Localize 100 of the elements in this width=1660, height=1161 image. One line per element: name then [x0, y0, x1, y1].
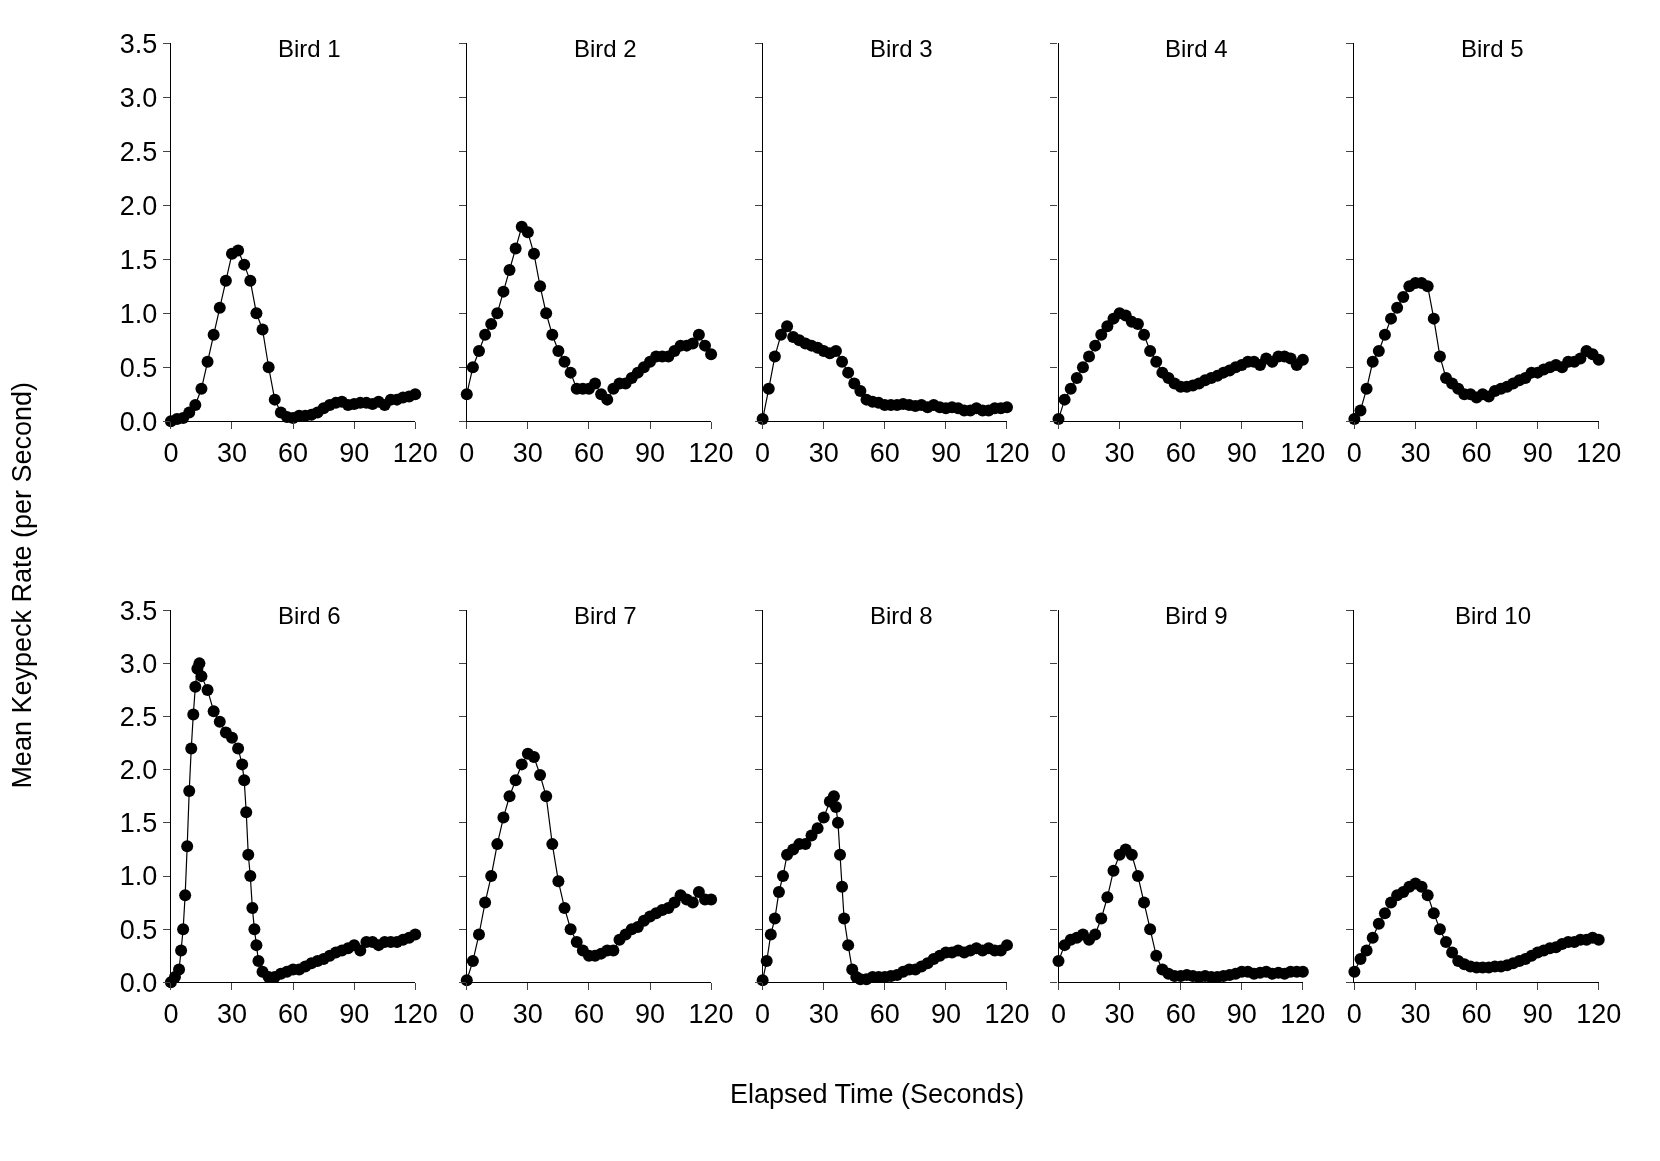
x-tick-label: 30 [808, 998, 839, 1029]
point [534, 280, 547, 293]
point [540, 307, 553, 320]
point [817, 811, 830, 824]
point [1378, 907, 1391, 920]
x-tick-label: 90 [930, 998, 961, 1029]
x-tick-label: 30 [216, 437, 248, 468]
x-tick-label: 120 [392, 998, 438, 1029]
point [1095, 912, 1108, 925]
point [552, 345, 565, 358]
point [1138, 896, 1151, 909]
point [558, 355, 571, 368]
point [1107, 864, 1120, 877]
point [207, 705, 220, 718]
point [1144, 923, 1157, 936]
x-tick-label: 120 [1280, 998, 1326, 1029]
point [686, 337, 699, 350]
chart-title: Bird 7 [574, 602, 637, 629]
point [472, 928, 485, 941]
point [692, 328, 705, 341]
x-tick-label: 0 [163, 437, 179, 468]
point [1372, 345, 1385, 358]
x-tick-label: 30 [1400, 998, 1431, 1029]
point [485, 318, 498, 331]
point [546, 838, 559, 851]
x-tick-label: 60 [573, 437, 604, 468]
point [409, 928, 422, 941]
y-tick-label: 2.5 [119, 701, 158, 732]
point [213, 301, 226, 314]
point [777, 870, 789, 883]
point [836, 880, 849, 893]
point [252, 955, 265, 968]
point [1138, 328, 1151, 341]
point [248, 923, 261, 936]
point [1101, 891, 1114, 904]
point [827, 790, 840, 803]
x-tick-label: 30 [512, 437, 543, 468]
point [570, 935, 583, 948]
x-tick-label: 120 [688, 998, 734, 1029]
point [1083, 350, 1096, 363]
point [1131, 870, 1144, 883]
point [1378, 328, 1391, 341]
x-tick-label: 60 [1461, 998, 1492, 1029]
x-tick-label: 90 [1226, 437, 1257, 468]
y-tick-label: 3.5 [119, 28, 158, 59]
point [183, 784, 196, 797]
x-tick-label: 60 [1165, 437, 1196, 468]
point [409, 388, 422, 401]
point [466, 955, 479, 968]
x-tick-label: 120 [392, 437, 438, 468]
x-tick-label: 90 [1226, 998, 1257, 1029]
point [1427, 907, 1440, 920]
point [1150, 355, 1163, 368]
point [246, 901, 259, 914]
chart-title: Bird 9 [1165, 602, 1228, 629]
x-tick-label: 0 [1050, 437, 1067, 468]
point [692, 885, 705, 898]
point [1385, 312, 1398, 325]
point [236, 758, 249, 771]
point [772, 885, 785, 898]
x-tick-label: 120 [1576, 437, 1622, 468]
chart-title: Bird 3 [870, 35, 933, 62]
x-tick-label: 30 [808, 437, 839, 468]
point [558, 901, 571, 914]
point [1415, 880, 1428, 893]
point [472, 345, 485, 358]
x-tick-label: 120 [984, 437, 1030, 468]
point [175, 944, 188, 957]
point [1366, 355, 1379, 368]
point [354, 944, 367, 957]
x-tick-label: 0 [1346, 998, 1362, 1029]
x-tick-label: 90 [339, 998, 370, 1029]
x-tick-label: 120 [1576, 998, 1622, 1029]
point [201, 683, 214, 696]
point [232, 742, 245, 755]
point [1421, 889, 1434, 902]
y-tick-label: 0.0 [119, 406, 158, 437]
point [1440, 935, 1453, 948]
point [181, 840, 194, 853]
point [781, 320, 794, 333]
point [1433, 923, 1446, 936]
y-tick-label: 1.0 [119, 861, 158, 892]
x-tick-label: 60 [869, 437, 900, 468]
point [219, 274, 232, 287]
x-tick-label: 0 [163, 998, 179, 1029]
x-tick-label: 60 [1165, 998, 1196, 1029]
point [1058, 393, 1071, 406]
point [838, 912, 851, 925]
point [527, 750, 540, 763]
point [768, 912, 781, 925]
point [836, 355, 849, 368]
point [238, 774, 251, 787]
point [527, 247, 540, 260]
point [240, 806, 253, 819]
point [173, 963, 186, 976]
point [1076, 361, 1089, 374]
y-tick-label: 3.0 [119, 648, 158, 679]
chart-title: Bird 4 [1165, 35, 1228, 62]
y-tick-label: 1.5 [119, 244, 158, 275]
point [534, 769, 547, 782]
